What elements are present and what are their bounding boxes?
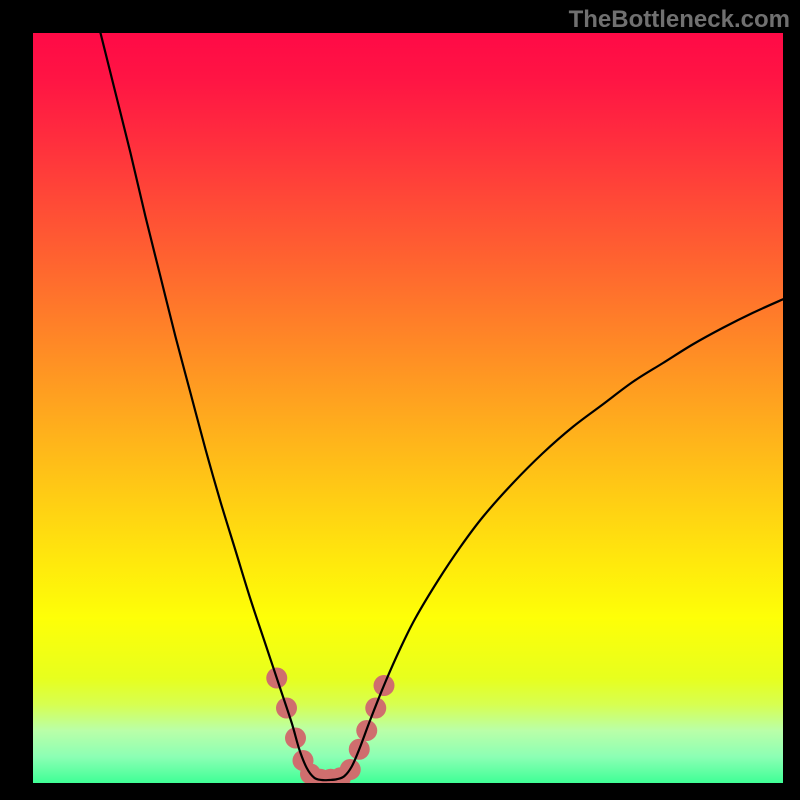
plot-svg [33,33,783,783]
plot-background [33,33,783,783]
plot-area [33,33,783,783]
chart-container: TheBottleneck.com [0,0,800,800]
watermark-text: TheBottleneck.com [569,6,790,34]
